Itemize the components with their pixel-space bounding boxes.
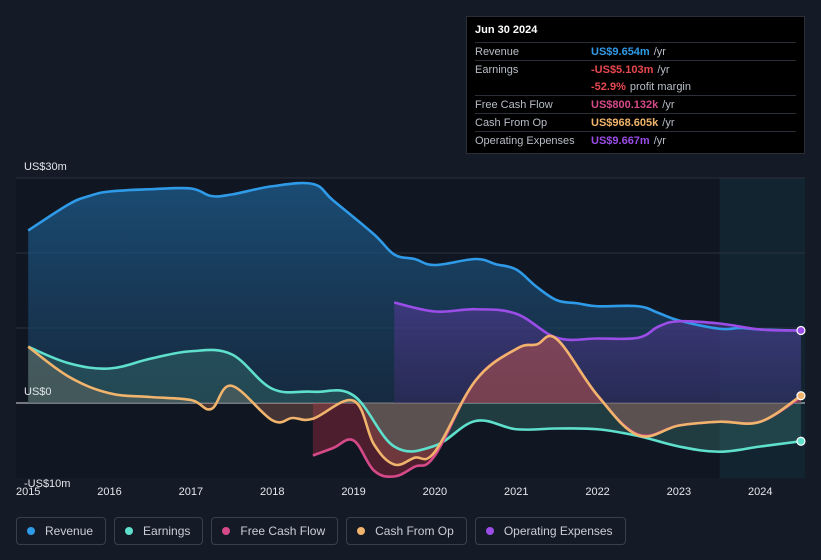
tooltip-label: Free Cash Flow <box>475 99 553 111</box>
x-tick-label: 2022 <box>585 486 609 498</box>
x-tick-label: 2019 <box>341 486 365 498</box>
tooltip-unit: profit margin <box>629 81 691 93</box>
x-tick-label: 2016 <box>97 486 121 498</box>
legend-dot-icon <box>27 527 35 535</box>
legend-label: Earnings <box>143 524 191 538</box>
legend-dot-icon <box>222 527 231 535</box>
legend-item-earnings[interactable]: Earnings <box>114 517 204 545</box>
tooltip-unit: /yr <box>662 117 675 129</box>
x-tick-label: 2017 <box>179 486 203 498</box>
legend-label: Cash From Op <box>375 524 454 538</box>
marker-operating-expenses <box>796 325 806 336</box>
area-cash-from-op <box>28 335 801 466</box>
area-operating-expenses <box>394 302 801 403</box>
tooltip-unit: /yr <box>653 46 666 58</box>
tooltip-label: Earnings <box>475 64 519 76</box>
tooltip-unit: /yr <box>653 135 666 147</box>
legend-dot-icon <box>125 527 134 535</box>
line-revenue <box>27 181 801 332</box>
x-tick-label: 2020 <box>423 486 447 498</box>
line-operating-expenses <box>393 301 801 342</box>
tooltip-row: -52.9% profit margin <box>475 78 796 95</box>
tooltip-date: Jun 30 2024 <box>475 24 538 36</box>
legend-item-revenue[interactable]: Revenue <box>16 517 107 545</box>
x-tick-label: 2023 <box>667 486 691 498</box>
line-earnings <box>27 345 802 454</box>
legend-item-free-cash-flow[interactable]: Free Cash Flow <box>211 517 339 545</box>
y-tick-label: US$30m <box>24 161 67 173</box>
legend-item-cash-from-op[interactable]: Cash From Op <box>346 517 467 545</box>
tooltip-unit: /yr <box>662 99 675 111</box>
x-tick-label: 2024 <box>748 486 772 498</box>
tooltip-label: Cash From Op <box>475 117 548 129</box>
tooltip-value: -US$5.103m <box>591 64 654 76</box>
legend-dot-icon <box>357 527 366 535</box>
tooltip-row: Earnings -US$5.103m/yr <box>475 60 796 78</box>
x-tick-label: 2015 <box>16 486 40 498</box>
tooltip-value: US$800.132k <box>591 99 659 111</box>
tooltip-value: US$968.605k <box>591 117 659 129</box>
area-earnings <box>28 346 801 452</box>
tooltip-label <box>475 79 591 95</box>
tooltip-value: -52.9% <box>591 81 626 93</box>
tooltip-value: US$9.667m <box>591 135 650 147</box>
marker-earnings <box>796 436 806 446</box>
tooltip-unit: /yr <box>657 64 670 76</box>
tooltip-label: Revenue <box>475 46 520 58</box>
tooltip: Jun 30 2024 Revenue US$9.654m/yr Earnings -… <box>466 16 805 154</box>
x-tick-label: 2021 <box>504 486 528 498</box>
tooltip-row: Free Cash Flow US$800.132k/yr <box>475 95 796 113</box>
marker-cash-from-op <box>796 391 806 401</box>
legend: Revenue Earnings Free Cash Flow Cash From O… <box>16 517 626 545</box>
x-tick-label: 2018 <box>260 486 284 498</box>
legend-label: Free Cash Flow <box>240 524 326 538</box>
area-free-cash-flow <box>312 335 801 477</box>
legend-label: Revenue <box>45 524 94 538</box>
line-cash-from-op <box>27 334 802 467</box>
y-tick-label: US$0 <box>24 386 52 398</box>
tooltip-row: Revenue US$9.654m/yr <box>475 42 796 60</box>
legend-label: Operating Expenses <box>503 524 613 538</box>
tooltip-row: Cash From Op US$968.605k/yr <box>475 113 796 131</box>
tooltip-row: Operating Expenses US$9.667m/yr <box>475 131 796 149</box>
y-tick-label: -US$10m <box>24 478 70 490</box>
tooltip-label: Operating Expenses <box>475 135 575 147</box>
legend-item-operating-expenses[interactable]: Operating Expenses <box>474 517 626 545</box>
tooltip-value: US$9.654m <box>591 46 650 58</box>
legend-dot-icon <box>485 527 494 535</box>
